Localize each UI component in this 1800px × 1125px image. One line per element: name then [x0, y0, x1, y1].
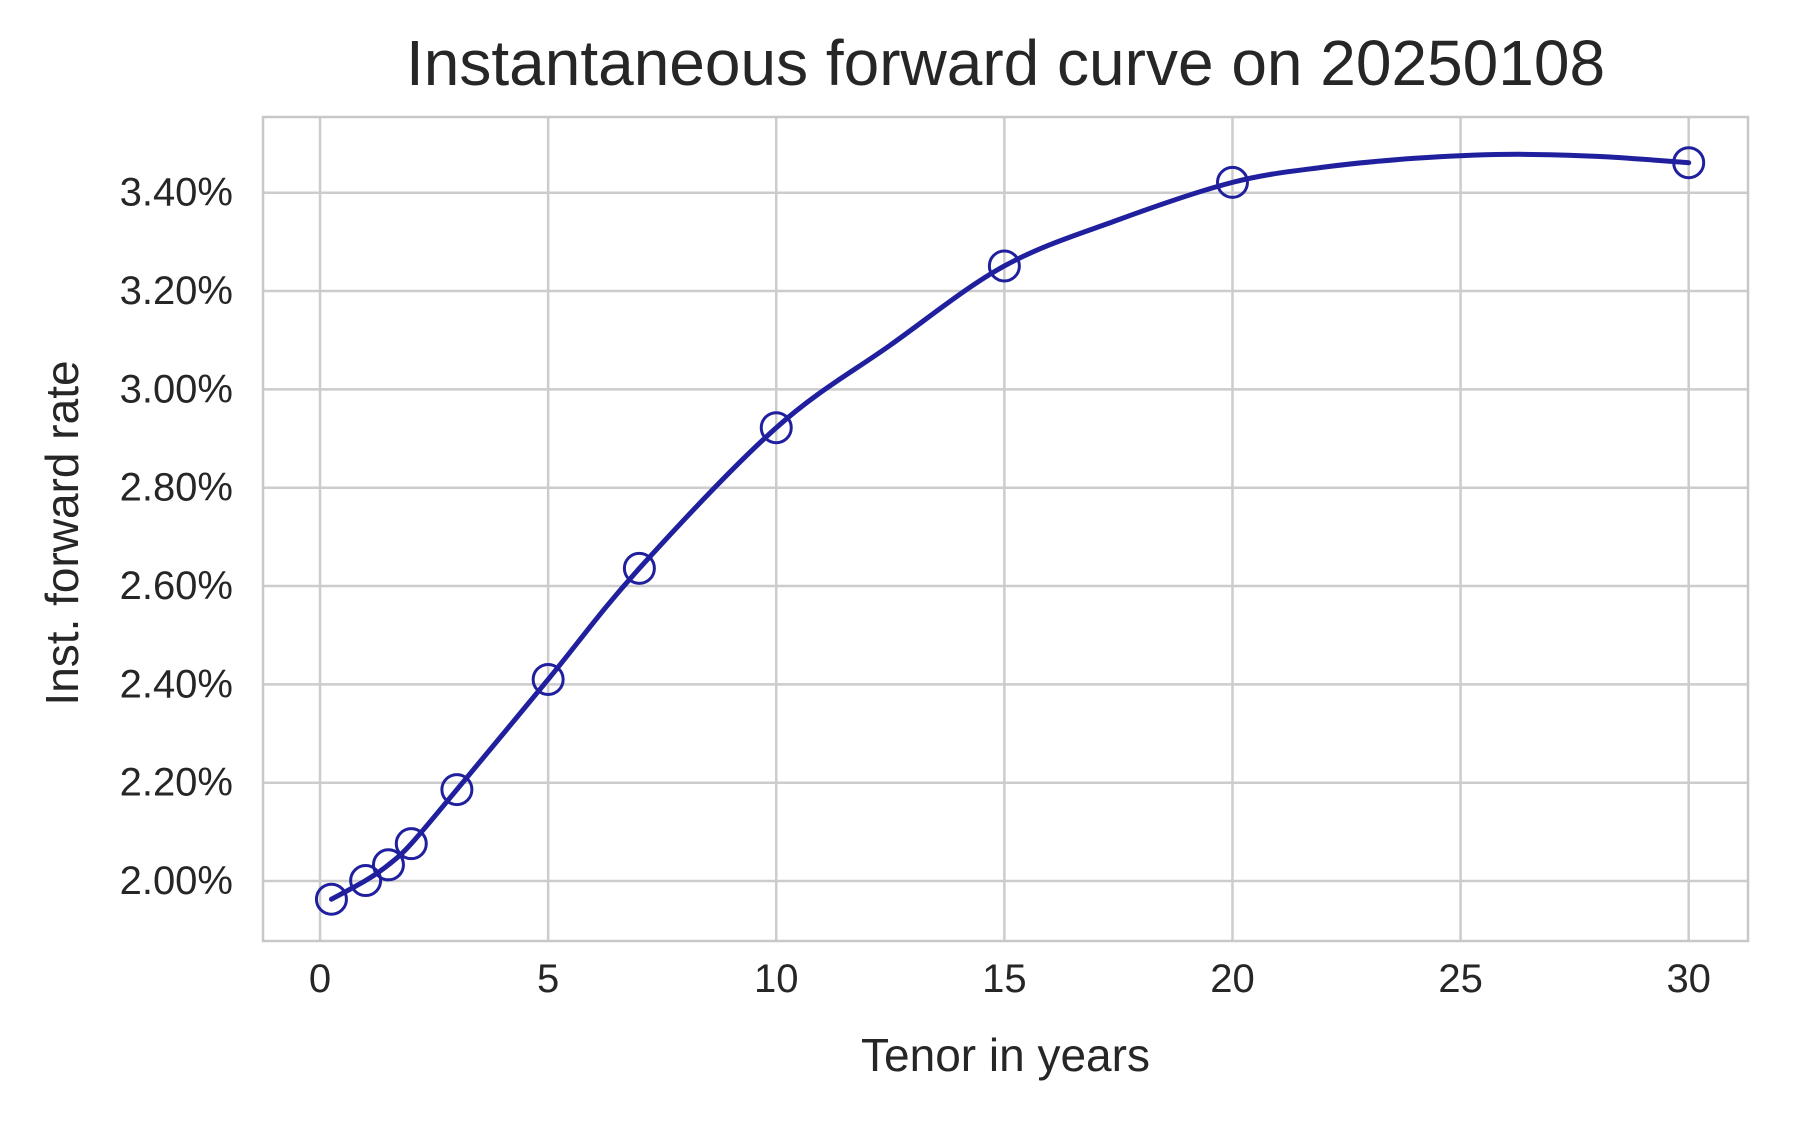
data-point-marker — [987, 249, 1021, 283]
y-tick-label: 2.80% — [120, 466, 233, 510]
x-tick-label: 5 — [537, 957, 559, 1001]
chart-title: Instantaneous forward curve on 20250108 — [405, 27, 1606, 99]
y-tick-label: 3.00% — [120, 367, 233, 411]
forward-curve-line — [328, 151, 1692, 902]
x-tick-label: 25 — [1438, 957, 1483, 1001]
x-tick-label: 15 — [982, 957, 1027, 1001]
data-point-marker — [1215, 165, 1249, 199]
data-point-marker — [440, 773, 474, 807]
x-tick-label: 0 — [309, 957, 331, 1001]
data-point-marker — [314, 882, 348, 916]
y-tick-label: 2.00% — [120, 859, 233, 903]
y-tick-label: 3.20% — [120, 269, 233, 313]
data-point-marker — [759, 411, 793, 445]
y-axis-label: Inst. forward rate — [36, 360, 88, 706]
data-point-marker — [394, 827, 428, 861]
x-axis-label: Tenor in years — [861, 1029, 1150, 1081]
y-tick-label: 3.40% — [120, 171, 233, 215]
data-point-marker — [531, 662, 565, 696]
data-point-marker — [349, 864, 383, 898]
data-point-marker — [371, 848, 405, 882]
y-tick-label: 2.40% — [120, 662, 233, 706]
axes-spines — [261, 115, 1750, 943]
data-point-marker — [622, 551, 656, 585]
y-tick-label: 2.20% — [120, 761, 233, 805]
x-tick-label: 30 — [1666, 957, 1711, 1001]
data-point-marker — [1672, 146, 1706, 180]
y-tick-label: 2.60% — [120, 564, 233, 608]
x-tick-label: 10 — [754, 957, 799, 1001]
x-tick-label: 20 — [1210, 957, 1255, 1001]
